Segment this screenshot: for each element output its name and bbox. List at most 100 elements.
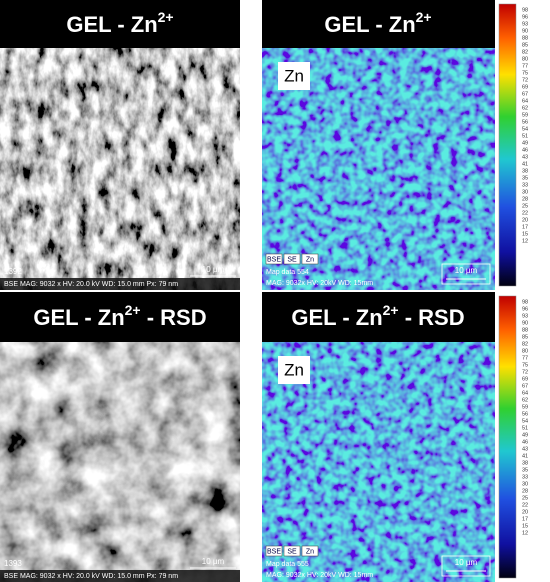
title-bar: [0, 292, 240, 342]
panel-title: GEL - Zn2+: [324, 9, 431, 37]
colorbar-label: 56: [522, 411, 528, 417]
badge-box: [301, 545, 319, 557]
badge-box: [283, 545, 301, 557]
colorbar-label: 56: [522, 119, 528, 125]
element-box: [278, 62, 310, 90]
badge: BSE: [267, 548, 281, 555]
colorbar-label: 41: [522, 161, 528, 167]
badge-box: [265, 253, 283, 265]
title-main: GEL - Zn: [33, 305, 124, 330]
title-main: GEL - Zn: [291, 305, 382, 330]
scale-label: 10 µm: [455, 266, 478, 275]
colorbar-label: 43: [522, 154, 528, 160]
colorbar-label: 20: [522, 217, 528, 223]
colorbar-label: 77: [522, 355, 528, 361]
colorbar-label: 82: [522, 341, 528, 347]
colorbar-label: 20: [522, 509, 528, 515]
scale-label: 10 µm: [202, 265, 225, 274]
colorbar-label: 85: [522, 42, 528, 48]
colorbar-label: 54: [522, 418, 528, 424]
map-data: Map data 554: [266, 269, 309, 276]
colorbar-label: 85: [522, 334, 528, 340]
title-main: GEL - Zn: [66, 12, 157, 37]
colorbar-label: 12: [522, 238, 528, 244]
colorbar-label: 75: [522, 362, 528, 368]
colorbar-label: 30: [522, 189, 528, 195]
scale-box: [441, 263, 491, 285]
sem-info: BSE MAG: 9032 x HV: 20.0 kV WD: 15.0 mm …: [4, 573, 178, 580]
title-sup: 2+: [416, 9, 432, 25]
badge: Zn: [306, 548, 314, 555]
title-sup: 2+: [158, 9, 174, 25]
colorbar-label: 90: [522, 28, 528, 34]
colorbar-label: 25: [522, 203, 528, 209]
colorbar-label: 59: [522, 404, 528, 410]
info-bar: [0, 570, 240, 582]
colorbar-label: 62: [522, 105, 528, 111]
colorbar-label: 38: [522, 168, 528, 174]
colorbar-label: 88: [522, 327, 528, 333]
colorbar-label: 22: [522, 210, 528, 216]
colorbar-label: 93: [522, 21, 528, 27]
colorbar-label: 98: [522, 7, 528, 13]
colorbar-label: 49: [522, 140, 528, 146]
sem-image: [0, 48, 240, 290]
scale-label: 10 µm: [202, 557, 225, 566]
colorbar-label: 25: [522, 495, 528, 501]
title-sup: 2+: [125, 302, 141, 318]
colorbar-label: 12: [522, 530, 528, 536]
colorbar-label: 43: [522, 446, 528, 452]
image-id: 1393: [4, 559, 22, 568]
colorbar-label: 46: [522, 439, 528, 445]
badge-box: [301, 253, 319, 265]
colorbar-label: 93: [522, 313, 528, 319]
title-bar: [262, 0, 495, 48]
colorbar-label: 33: [522, 474, 528, 480]
colorbar-label: 90: [522, 320, 528, 326]
colorbar-label: 17: [522, 224, 528, 230]
title-main: GEL - Zn: [324, 12, 415, 37]
colorbar-label: 15: [522, 231, 528, 237]
colorbar-label: 64: [522, 390, 528, 396]
colorbar-label: 35: [522, 467, 528, 473]
panel-title: GEL - Zn2+: [66, 9, 173, 37]
colorbar-label: 62: [522, 397, 528, 403]
colorbar-label: 28: [522, 488, 528, 494]
colorbar-label: 80: [522, 348, 528, 354]
colorbar-label: 69: [522, 84, 528, 90]
colorbar-label: 69: [522, 376, 528, 382]
colorbar-label: 72: [522, 369, 528, 375]
colorbar-label: 22: [522, 502, 528, 508]
colorbar-label: 59: [522, 112, 528, 118]
colorbar-label: 28: [522, 196, 528, 202]
colorbar-label: 96: [522, 14, 528, 20]
badge: SE: [287, 256, 297, 263]
map-data: Map data 555: [266, 561, 309, 568]
scale-label: 10 µm: [455, 558, 478, 567]
panel-title: GEL - Zn2+ - RSD: [291, 302, 464, 330]
element-box: [278, 356, 310, 384]
colorbar-label: 75: [522, 70, 528, 76]
colorbar: [498, 3, 517, 287]
badge: SE: [287, 548, 297, 555]
colorbar-label: 33: [522, 182, 528, 188]
title-sup: 2+: [383, 302, 399, 318]
title-suffix: - RSD: [399, 305, 465, 330]
colorbar-label: 49: [522, 432, 528, 438]
colorbar-label: 35: [522, 175, 528, 181]
image-id: 1392: [4, 267, 22, 276]
element-label: Zn: [284, 360, 304, 379]
colorbar-label: 46: [522, 147, 528, 153]
colorbar-label: 17: [522, 516, 528, 522]
map-info: MAG: 9032x HV: 20kV WD: 15mm: [266, 280, 373, 287]
info-bar: [0, 278, 240, 290]
badge-box: [283, 253, 301, 265]
colorbar-label: 41: [522, 453, 528, 459]
badge: BSE: [267, 256, 281, 263]
title-suffix: - RSD: [141, 305, 207, 330]
title-bar: [0, 0, 240, 48]
colorbar: [498, 295, 517, 579]
title-bar: [262, 292, 495, 342]
colorbar-label: 30: [522, 481, 528, 487]
colorbar-label: 98: [522, 299, 528, 305]
